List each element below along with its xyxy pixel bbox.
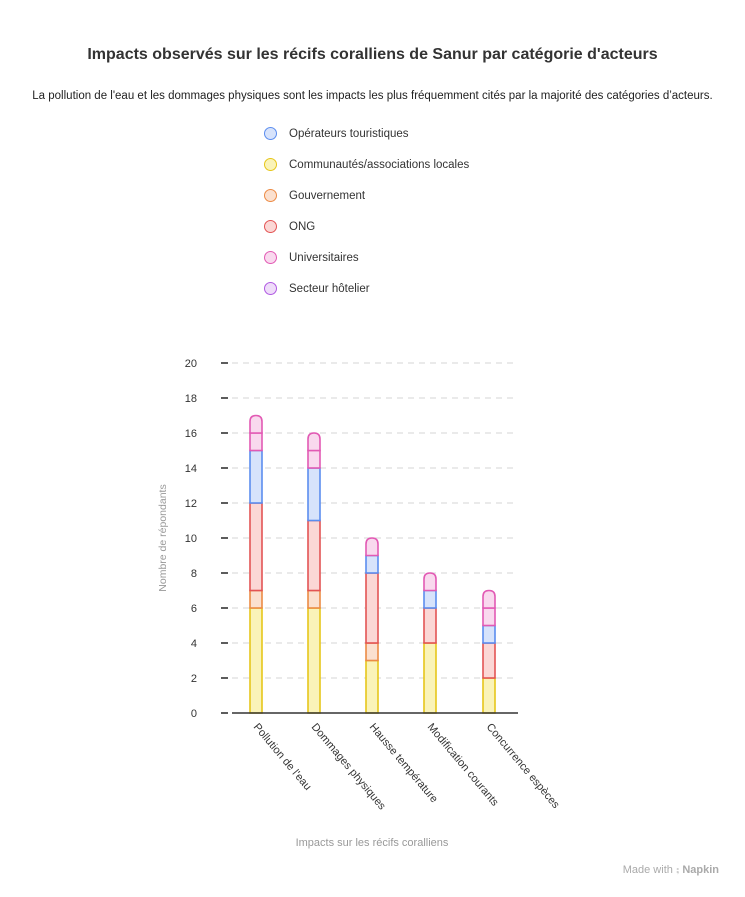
bar-segment (249, 432, 263, 452)
y-tick-label: 18 (185, 393, 197, 405)
chart-legend: Opérateurs touristiques Communautés/assoc… (264, 118, 469, 304)
bar-segment (482, 642, 496, 679)
brand-label: Napkin (682, 864, 719, 876)
y-tick-label: 8 (191, 568, 197, 580)
bar-segment (365, 659, 379, 714)
bar-segment (307, 449, 321, 469)
chart-title: Impacts observés sur les récifs corallie… (87, 46, 658, 63)
legend-item: ONG (264, 211, 469, 242)
bar-segment (365, 572, 379, 644)
bar-segment (423, 642, 437, 714)
bar-segment (307, 519, 321, 592)
bar-segment (307, 467, 321, 522)
y-tick-label: 14 (185, 463, 197, 475)
legend-label: ONG (289, 220, 316, 233)
napkin-logo-icon: ⨟ (675, 864, 680, 876)
bar-segment (423, 607, 437, 644)
legend-swatch (264, 189, 277, 202)
legend-swatch (264, 251, 277, 264)
legend-label: Opérateurs touristiques (289, 127, 409, 140)
legend-label: Secteur hôtelier (289, 282, 370, 295)
legend-swatch (264, 282, 277, 295)
bar-segment (365, 642, 379, 662)
bar-segment (482, 589, 496, 609)
legend-label: Communautés/associations locales (289, 158, 470, 171)
y-tick-label: 16 (185, 428, 197, 440)
chart-subtitle: La pollution de l'eau et les dommages ph… (32, 90, 713, 102)
bar-segment (249, 607, 263, 714)
bar-segment (423, 572, 437, 592)
bar-segment (365, 537, 379, 557)
legend-label: Universitaires (289, 251, 359, 264)
legend-item: Gouvernement (264, 180, 469, 211)
legend-swatch (264, 220, 277, 233)
legend-swatch (264, 158, 277, 171)
y-tick-label: 2 (191, 673, 197, 685)
legend-item: Communautés/associations locales (264, 149, 469, 180)
bar-segment (249, 449, 263, 504)
legend-item: Secteur hôtelier (264, 273, 469, 304)
legend-item: Universitaires (264, 242, 469, 273)
y-tick-label: 10 (185, 533, 197, 545)
y-axis-label: Nombre de répondants (157, 484, 169, 591)
bar-segment (249, 414, 263, 434)
y-tick-label: 20 (185, 358, 197, 370)
bar-segment (307, 607, 321, 714)
bar-segment (249, 589, 263, 609)
y-tick-label: 6 (191, 603, 197, 615)
legend-label: Gouvernement (289, 189, 366, 202)
made-with-label: Made with (622, 864, 673, 876)
x-axis-label: Impacts sur les récifs coralliens (296, 837, 449, 849)
bar-segment (307, 589, 321, 609)
y-tick-label: 12 (185, 498, 197, 510)
legend-swatch (264, 127, 277, 140)
footer-watermark: Made with ⨟ Napkin (623, 864, 719, 877)
y-tick-label: 0 (191, 708, 197, 720)
x-tick-label: Pollution de l'eau (251, 721, 314, 793)
bar-segment (482, 607, 496, 627)
legend-item: Opérateurs touristiques (264, 118, 469, 149)
bar-segment (482, 624, 496, 644)
bar-segment (423, 589, 437, 609)
bar-segment (307, 432, 321, 452)
bar-segment (249, 502, 263, 592)
bar-segment (365, 554, 379, 574)
bar-segment (482, 677, 496, 714)
y-tick-label: 4 (191, 638, 197, 650)
